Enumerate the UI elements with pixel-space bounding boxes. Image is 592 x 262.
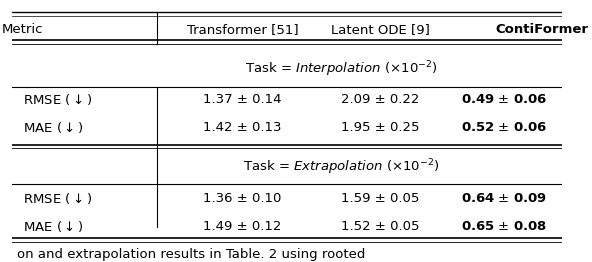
Text: RMSE ($\downarrow$): RMSE ($\downarrow$) xyxy=(22,190,92,205)
Text: $\mathbf{0.64}$ $\pm$ $\mathbf{0.09}$: $\mathbf{0.64}$ $\pm$ $\mathbf{0.09}$ xyxy=(461,192,547,205)
Text: Metric: Metric xyxy=(2,24,43,36)
Text: $\mathbf{0.65}$ $\pm$ $\mathbf{0.08}$: $\mathbf{0.65}$ $\pm$ $\mathbf{0.08}$ xyxy=(461,220,547,233)
Text: 1.37 ± 0.14: 1.37 ± 0.14 xyxy=(203,92,282,106)
Text: 1.36 ± 0.10: 1.36 ± 0.10 xyxy=(204,192,282,205)
Text: $\mathbf{0.49}$ $\pm$ $\mathbf{0.06}$: $\mathbf{0.49}$ $\pm$ $\mathbf{0.06}$ xyxy=(461,92,547,106)
Text: Latent ODE [9]: Latent ODE [9] xyxy=(330,24,430,36)
Text: 1.59 ± 0.05: 1.59 ± 0.05 xyxy=(341,192,419,205)
Text: MAE ($\downarrow$): MAE ($\downarrow$) xyxy=(22,219,83,234)
Text: 2.09 ± 0.22: 2.09 ± 0.22 xyxy=(341,92,419,106)
Text: MAE ($\downarrow$): MAE ($\downarrow$) xyxy=(22,120,83,135)
Text: Task = $\mathit{Interpolation}$ ($\times 10^{-2}$): Task = $\mathit{Interpolation}$ ($\times… xyxy=(245,59,438,79)
Text: Transformer [51]: Transformer [51] xyxy=(186,24,298,36)
Text: 1.95 ± 0.25: 1.95 ± 0.25 xyxy=(341,121,419,134)
Text: 1.52 ± 0.05: 1.52 ± 0.05 xyxy=(341,220,419,233)
Text: $\mathbf{0.52}$ $\pm$ $\mathbf{0.06}$: $\mathbf{0.52}$ $\pm$ $\mathbf{0.06}$ xyxy=(461,121,547,134)
Text: RMSE ($\downarrow$): RMSE ($\downarrow$) xyxy=(22,91,92,107)
Text: ContiFormer: ContiFormer xyxy=(496,24,589,36)
Text: 1.42 ± 0.13: 1.42 ± 0.13 xyxy=(203,121,282,134)
Text: 1.49 ± 0.12: 1.49 ± 0.12 xyxy=(204,220,282,233)
Text: Task = $\mathit{Extrapolation}$ ($\times 10^{-2}$): Task = $\mathit{Extrapolation}$ ($\times… xyxy=(243,157,440,177)
Text: on and extrapolation results in Table. 2 using rooted: on and extrapolation results in Table. 2… xyxy=(17,248,365,260)
